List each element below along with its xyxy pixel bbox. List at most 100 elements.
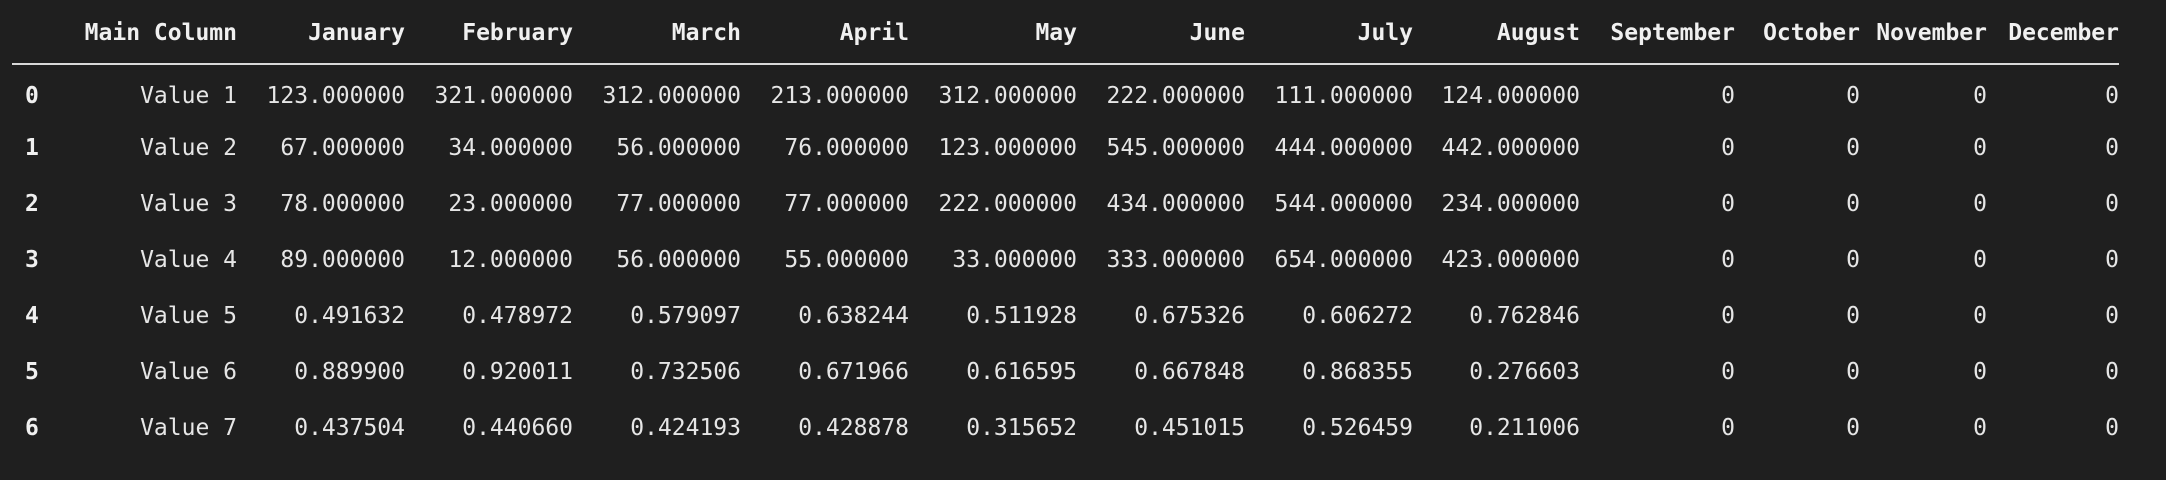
table-cell: 111.000000 [1274,82,1413,109]
table-row: 0 Value 1 123.000000 321.000000 312.000000 21… [12,64,2119,120]
table-cell: 0.920011 [462,359,573,385]
table-cell: 442.000000 [1441,135,1580,161]
table-cell: 423.000000 [1441,247,1580,273]
table-cell: 0 [1721,82,1735,109]
row-index: 6 [25,415,39,441]
table-cell: 434.000000 [1106,191,1245,217]
table-cell: Value 1 [140,82,237,109]
table-cell: 0.671966 [798,359,909,385]
table-cell: 0 [1973,135,1987,161]
table-cell: 312.000000 [602,82,741,109]
table-cell: 0 [2105,359,2119,385]
row-index: 2 [25,191,39,217]
column-header: December [1987,20,2119,65]
table-cell: 0.526459 [1302,415,1413,441]
column-header: May [909,20,1077,65]
table-cell: 0.667848 [1134,359,1245,385]
table-cell: 0.579097 [630,303,741,329]
table-cell: 234.000000 [1441,191,1580,217]
table-cell: 213.000000 [770,82,909,109]
table-cell: 0 [2105,82,2119,109]
table-cell: 0 [1846,415,1860,441]
table-cell: 0 [1846,135,1860,161]
table-cell: 12.000000 [448,247,573,273]
table-cell: 77.000000 [616,191,741,217]
index-header [12,20,57,65]
table-cell: 0 [1973,191,1987,217]
table-cell: 222.000000 [938,191,1077,217]
row-index: 5 [25,359,39,385]
table-cell: 0.616595 [966,359,1077,385]
table-cell: 0 [1721,191,1735,217]
table-row: 2 Value 3 78.000000 23.000000 77.000000 77.00… [12,176,2119,232]
table-cell: 0 [1973,415,1987,441]
table-cell: Value 6 [140,359,237,385]
table-cell: 0.211006 [1469,415,1580,441]
table-cell: 0 [1846,303,1860,329]
table-cell: 0 [1721,359,1735,385]
table-cell: 654.000000 [1274,247,1413,273]
row-index: 1 [25,135,39,161]
table-header: Main Column January February March April May J… [12,20,2119,65]
table-cell: 0 [2105,191,2119,217]
column-header: November [1860,20,1987,65]
table-cell: 0.437504 [294,415,405,441]
table-row: 4 Value 5 0.491632 0.478972 0.579097 0.638244… [12,288,2119,344]
table-cell: 0 [1973,82,1987,109]
table-cell: 0.428878 [798,415,909,441]
table-cell: 0 [2105,247,2119,273]
table-cell: 0 [2105,303,2119,329]
table-cell: 0 [1973,359,1987,385]
table-cell: 0 [1721,303,1735,329]
table-cell: Value 5 [140,303,237,329]
column-header: January [237,20,405,65]
table-cell: 0.606272 [1302,303,1413,329]
row-index: 4 [25,303,39,329]
table-cell: 0.868355 [1302,359,1413,385]
table-cell: 0 [1973,247,1987,273]
table-cell: 0 [1721,135,1735,161]
table-cell: 123.000000 [266,82,405,109]
table-cell: 0.440660 [462,415,573,441]
table-row: 6 Value 7 0.437504 0.440660 0.424193 0.428878… [12,400,2119,456]
table-cell: 0 [1721,247,1735,273]
table-cell: 78.000000 [280,191,405,217]
table-cell: 312.000000 [938,82,1077,109]
table-cell: 124.000000 [1441,82,1580,109]
table-cell: Value 2 [140,135,237,161]
table-cell: 0 [1846,191,1860,217]
table-cell: 23.000000 [448,191,573,217]
table-cell: 0 [1973,303,1987,329]
column-header: August [1413,20,1580,65]
column-header: October [1735,20,1860,65]
table-cell: 545.000000 [1106,135,1245,161]
table-cell: 0 [1846,247,1860,273]
table-cell: 55.000000 [784,247,909,273]
table-cell: 0 [1846,359,1860,385]
table-row: 1 Value 2 67.000000 34.000000 56.000000 76.00… [12,120,2119,176]
table-cell: 56.000000 [616,247,741,273]
column-header: September [1580,20,1735,65]
column-header: Main Column [57,20,237,65]
table-cell: 0.276603 [1469,359,1580,385]
table-cell: 56.000000 [616,135,741,161]
table-cell: 0.732506 [630,359,741,385]
table-cell: 0.511928 [966,303,1077,329]
table-body: 0 Value 1 123.000000 321.000000 312.000000 21… [12,64,2119,456]
table-cell: 0 [2105,415,2119,441]
table-cell: 0.424193 [630,415,741,441]
table-cell: 77.000000 [784,191,909,217]
table-row: 5 Value 6 0.889900 0.920011 0.732506 0.671966… [12,344,2119,400]
table-cell: 89.000000 [280,247,405,273]
table-cell: 444.000000 [1274,135,1413,161]
table-row: 3 Value 4 89.000000 12.000000 56.000000 55.00… [12,232,2119,288]
table-cell: 76.000000 [784,135,909,161]
table-cell: 0 [2105,135,2119,161]
row-index: 0 [25,82,39,109]
column-header: February [405,20,573,65]
table-cell: 333.000000 [1106,247,1245,273]
table-cell: Value 7 [140,415,237,441]
column-header: June [1077,20,1245,65]
table-cell: 0.491632 [294,303,405,329]
